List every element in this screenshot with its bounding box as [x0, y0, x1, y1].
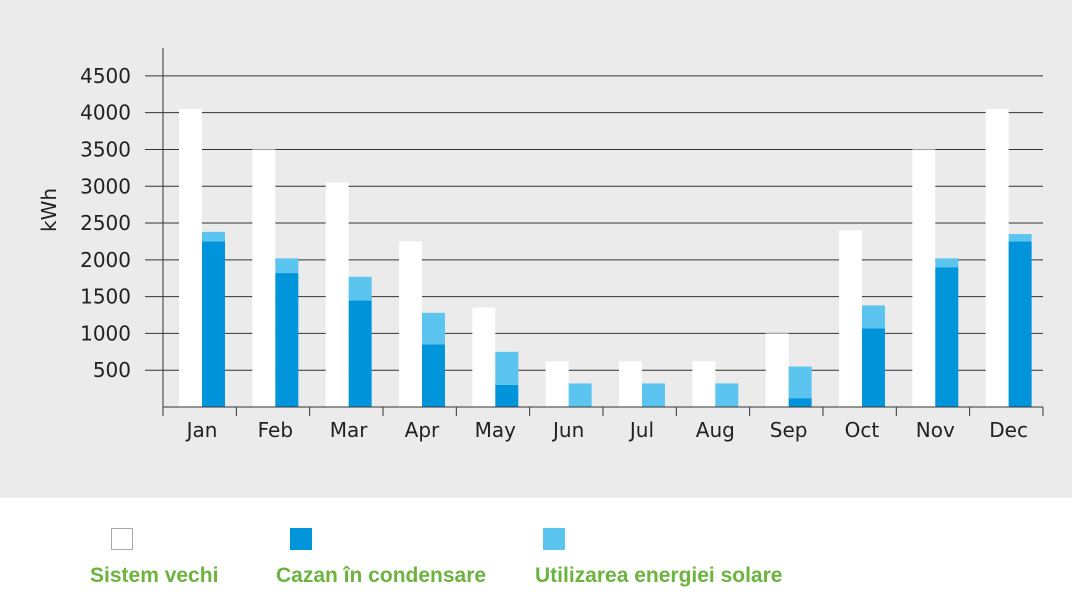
bar-sistem-vechi: [472, 307, 496, 407]
y-tick-label: 500: [93, 358, 131, 382]
x-tick-label: Jun: [551, 418, 584, 442]
chart-area: 500 1000 1500 2000 2500 3000 3500 4000 4500 Jan Fe…: [0, 0, 1072, 498]
y-axis-title: kWh: [37, 188, 61, 232]
legend-label: Sistem vechi: [90, 564, 219, 587]
x-tick-label: Feb: [258, 418, 293, 442]
bar-cazan-condensare: [348, 300, 372, 407]
x-tick-label: Oct: [845, 418, 880, 442]
bar-cazan-condensare: [861, 328, 885, 407]
y-tick-label: 1500: [80, 285, 131, 309]
bar-cazan-condensare: [788, 398, 812, 407]
bar-sistem-vechi: [398, 241, 422, 407]
legend-label: Utilizarea energiei solare: [535, 564, 783, 587]
bar-energie-solara: [861, 305, 885, 329]
x-tick-label: Aug: [696, 418, 735, 442]
bar-sistem-vechi: [985, 109, 1009, 407]
bar-sistem-vechi: [618, 361, 642, 407]
bar-energie-solara: [348, 276, 372, 301]
bar-cazan-condensare: [935, 267, 959, 407]
bar-sistem-vechi: [545, 361, 569, 407]
bar-cazan-condensare: [1008, 241, 1032, 407]
bar-energie-solara: [275, 258, 299, 274]
x-tick-label: Apr: [405, 418, 440, 442]
bar-sistem-vechi: [252, 149, 276, 407]
bar-sistem-vechi: [179, 109, 202, 407]
bar-energie-solara: [421, 312, 445, 345]
y-tick-label: 3000: [80, 174, 131, 198]
bar-sistem-vechi: [838, 230, 862, 407]
bar-sistem-vechi: [765, 333, 789, 407]
bar-energie-solara: [1008, 234, 1032, 242]
legend-label: Cazan în condensare: [276, 564, 487, 587]
y-tick-label: 2500: [80, 211, 131, 235]
bar-energie-solara: [715, 383, 739, 407]
bar-energie-solara: [935, 258, 959, 268]
y-tick-label: 4500: [80, 64, 131, 88]
y-tick-label: 1000: [80, 321, 131, 345]
x-tick-label: Jul: [628, 418, 654, 442]
bar-energie-solara: [568, 383, 592, 407]
x-tick-label: Dec: [989, 418, 1028, 442]
bar-energie-solara: [202, 231, 225, 242]
bar-cazan-condensare: [275, 273, 299, 407]
x-tick-label: Jan: [185, 418, 218, 442]
bar-cazan-condensare: [421, 344, 445, 407]
bar-cazan-condensare: [202, 241, 225, 407]
bar-energie-solara: [641, 383, 665, 407]
bar-energie-solara: [495, 351, 519, 385]
x-tick-label: May: [475, 418, 517, 442]
legend-swatch: [111, 528, 133, 550]
bar-energie-solara: [788, 366, 812, 399]
bar-cazan-condensare: [495, 384, 519, 407]
x-tick-label: Nov: [916, 418, 955, 442]
bar-sistem-vechi: [912, 149, 936, 407]
y-tick-label: 4000: [80, 101, 131, 125]
y-tick-label: 3500: [80, 137, 131, 161]
bar-sistem-vechi: [325, 182, 349, 407]
legend-swatch: [543, 528, 565, 550]
legend: Sistem vechi Cazan în condensare Utilizare…: [0, 498, 1072, 603]
legend-swatch: [290, 528, 312, 550]
bar-sistem-vechi: [692, 361, 716, 407]
x-tick-label: Sep: [770, 418, 808, 442]
bar-chart: 500 1000 1500 2000 2500 3000 3500 4000 4500 Jan Fe…: [37, 48, 1044, 442]
y-tick-label: 2000: [80, 248, 131, 272]
x-tick-label: Mar: [330, 418, 369, 442]
